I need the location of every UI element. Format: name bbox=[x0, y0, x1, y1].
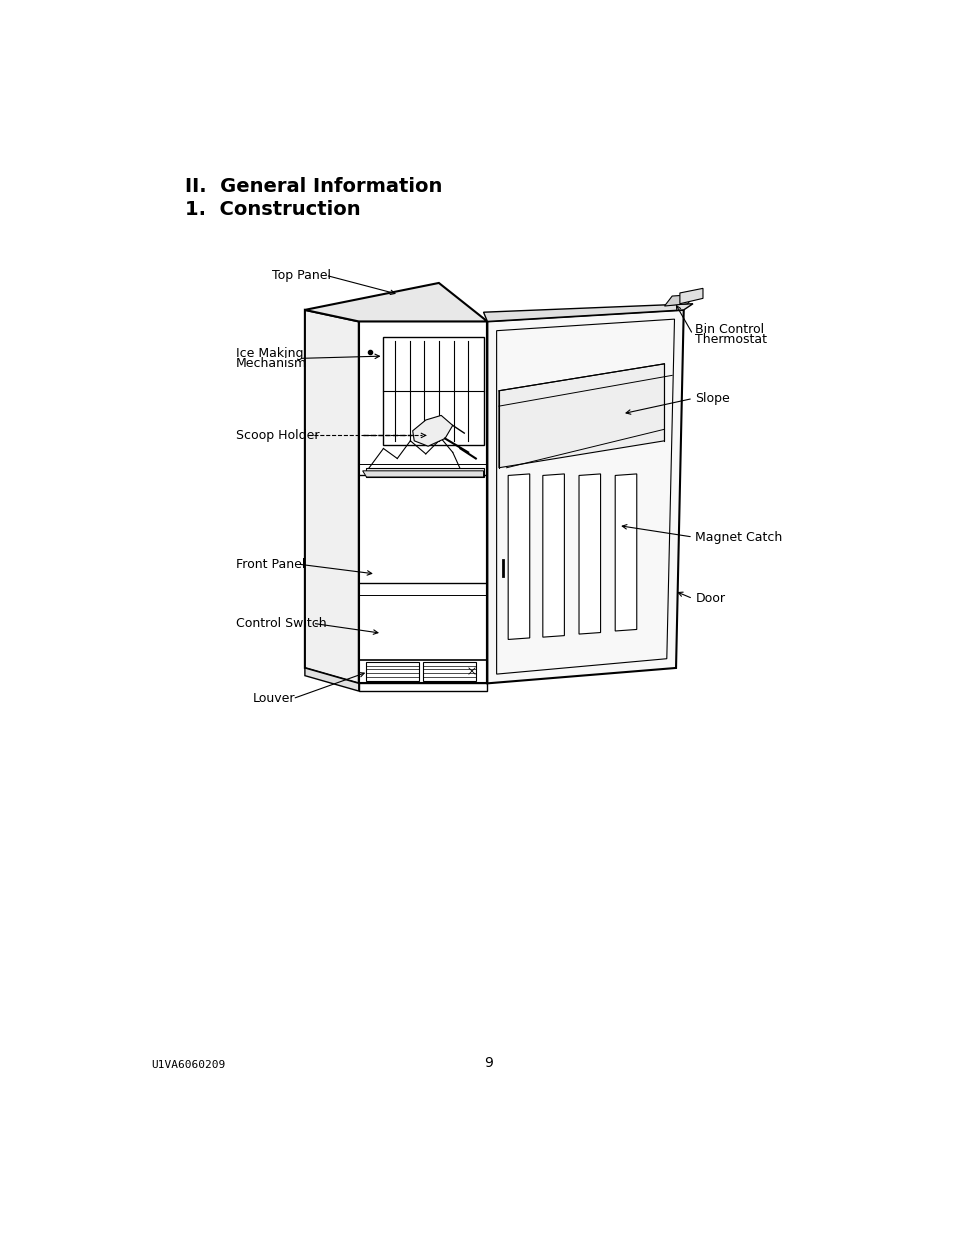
Text: Magnet Catch: Magnet Catch bbox=[695, 531, 781, 543]
Polygon shape bbox=[679, 288, 702, 304]
Polygon shape bbox=[305, 283, 487, 321]
Polygon shape bbox=[358, 321, 487, 683]
Text: Thermostat: Thermostat bbox=[695, 332, 766, 346]
Text: Control Switch: Control Switch bbox=[235, 616, 326, 630]
Polygon shape bbox=[487, 310, 683, 683]
Text: Door: Door bbox=[695, 592, 724, 605]
Text: 9: 9 bbox=[484, 1056, 493, 1070]
Text: Top Panel: Top Panel bbox=[272, 269, 331, 282]
Polygon shape bbox=[615, 474, 636, 631]
Polygon shape bbox=[366, 468, 483, 477]
Text: Slope: Slope bbox=[695, 391, 729, 405]
Polygon shape bbox=[383, 337, 483, 445]
Polygon shape bbox=[305, 310, 358, 683]
Text: Ice Making: Ice Making bbox=[235, 347, 303, 361]
Text: U1VA6060209: U1VA6060209 bbox=[151, 1060, 225, 1070]
Text: Louver: Louver bbox=[253, 693, 294, 705]
Polygon shape bbox=[358, 683, 487, 692]
Polygon shape bbox=[498, 364, 664, 468]
Polygon shape bbox=[305, 668, 358, 692]
Polygon shape bbox=[578, 474, 600, 634]
Text: Front Panel: Front Panel bbox=[235, 557, 305, 571]
Polygon shape bbox=[508, 474, 529, 640]
Polygon shape bbox=[413, 415, 453, 446]
Polygon shape bbox=[423, 662, 476, 680]
Polygon shape bbox=[483, 304, 692, 321]
Polygon shape bbox=[362, 471, 483, 477]
Polygon shape bbox=[542, 474, 564, 637]
Polygon shape bbox=[664, 294, 695, 306]
Text: Scoop Holder: Scoop Holder bbox=[235, 429, 318, 442]
Polygon shape bbox=[366, 662, 418, 680]
Text: Bin Control: Bin Control bbox=[695, 322, 763, 336]
Text: Mechanism: Mechanism bbox=[235, 357, 307, 370]
Text: 1.  Construction: 1. Construction bbox=[185, 200, 360, 220]
Text: II.  General Information: II. General Information bbox=[185, 177, 441, 196]
